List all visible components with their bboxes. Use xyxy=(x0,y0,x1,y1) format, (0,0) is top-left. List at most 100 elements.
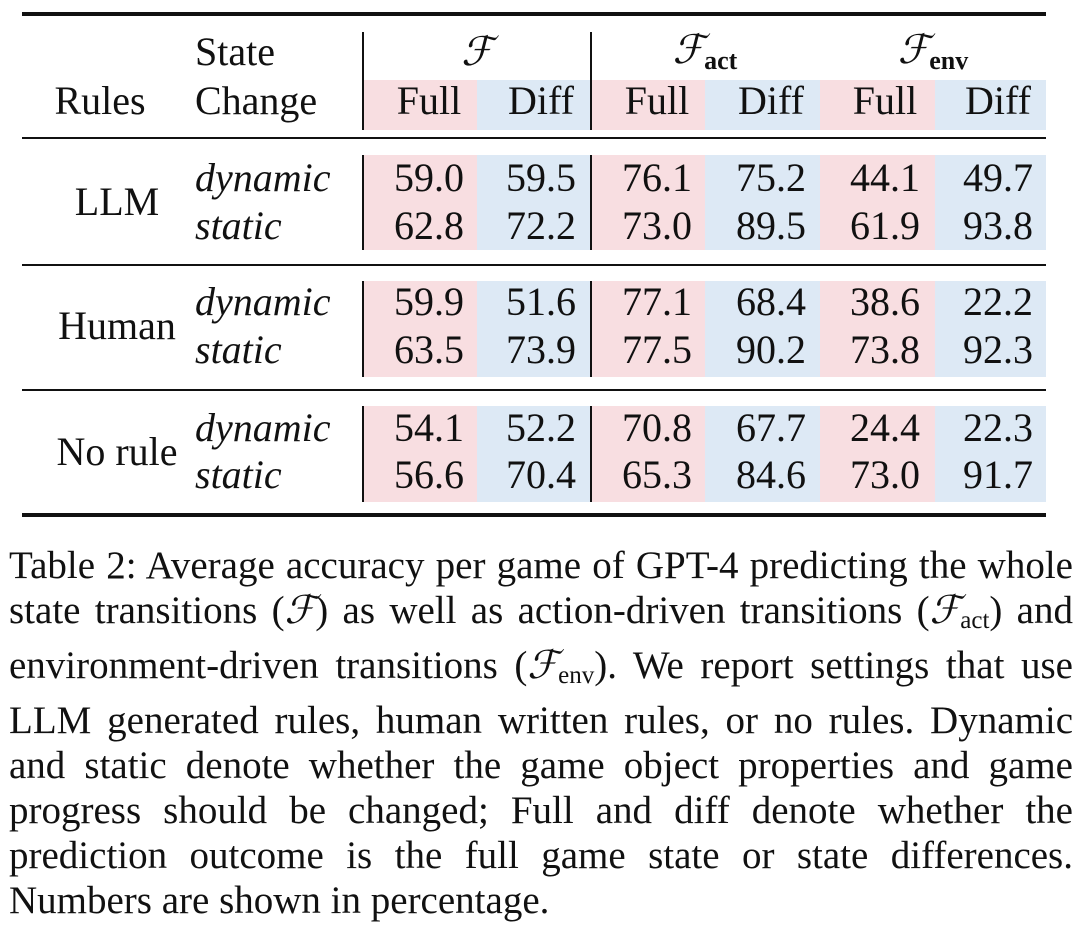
caption-text: ). We report settings that use LLM gener… xyxy=(9,644,1073,922)
vertical-rule xyxy=(590,155,592,250)
column-shade xyxy=(591,155,705,250)
group-header: ℱact xyxy=(673,30,738,74)
caption-text: Average accuracy per game of GPT-4 predi… xyxy=(9,544,1073,632)
cell-value: 63.5 xyxy=(394,327,464,372)
column-shade xyxy=(935,406,1046,502)
column-shade xyxy=(591,80,705,130)
cell-value: 52.2 xyxy=(506,405,576,450)
group-subscript: env xyxy=(929,46,969,75)
cell-value: 49.7 xyxy=(963,155,1033,200)
caption: Table 2: Average accuracy per game of GP… xyxy=(9,543,1073,923)
column-shade xyxy=(591,281,705,377)
cell-value: 93.8 xyxy=(963,203,1033,248)
cell-value: 54.1 xyxy=(394,405,464,450)
rule-name: No rule xyxy=(56,428,178,474)
cell-value: 89.5 xyxy=(736,203,806,248)
cell-value: 84.6 xyxy=(736,452,806,497)
column-shade xyxy=(935,281,1046,377)
mid-rule xyxy=(22,137,1046,139)
column-shade xyxy=(362,155,477,250)
rule-name: Human xyxy=(58,303,176,348)
vertical-rule xyxy=(362,281,364,377)
cell-value: 59.0 xyxy=(394,155,464,200)
subcolumn-header: Diff xyxy=(738,78,804,123)
top-rule xyxy=(22,12,1046,16)
group-header: ℱenv xyxy=(898,30,968,74)
vertical-rule xyxy=(362,32,364,130)
column-shade xyxy=(705,281,820,377)
rule-name: LLM xyxy=(74,179,160,224)
cell-value: 68.4 xyxy=(736,279,806,324)
subcolumn-header: Full xyxy=(852,78,918,123)
cell-value: 70.4 xyxy=(506,452,576,497)
caption-text: ℱ xyxy=(929,589,961,632)
cell-value: 51.6 xyxy=(506,279,576,324)
header-rules: Rules xyxy=(54,78,146,123)
cell-value: 44.1 xyxy=(850,155,920,200)
cell-value: 76.1 xyxy=(622,155,692,200)
cell-value: 22.2 xyxy=(963,279,1033,324)
cell-value: 38.6 xyxy=(850,279,920,324)
cell-value: 77.5 xyxy=(622,327,692,372)
caption-text: ) and environment-driven transitions ( xyxy=(9,589,1073,687)
cell-value: 75.2 xyxy=(736,155,806,200)
column-shade xyxy=(477,281,591,377)
header-state: State xyxy=(195,29,275,74)
subcolumn-header: Diff xyxy=(508,78,574,123)
column-shade xyxy=(362,281,477,377)
cell-value: 56.6 xyxy=(394,452,464,497)
vertical-rule xyxy=(362,406,364,502)
caption-text: ℱ xyxy=(284,589,316,632)
column-shade xyxy=(362,406,477,502)
subcolumn-header: Full xyxy=(624,78,690,123)
column-shade xyxy=(477,80,591,130)
mid-rule xyxy=(22,264,1046,266)
cell-value: 65.3 xyxy=(622,452,692,497)
cell-value: 72.2 xyxy=(506,203,576,248)
cell-value: 62.8 xyxy=(394,203,464,248)
column-shade xyxy=(820,281,935,377)
cell-value: 90.2 xyxy=(736,327,806,372)
vertical-rule xyxy=(590,281,592,377)
column-shade xyxy=(705,80,820,130)
state-change: static xyxy=(195,327,282,372)
caption-text: ) as well as action-driven transitions ( xyxy=(315,589,930,632)
mid-rule xyxy=(22,389,1046,391)
cell-value: 73.0 xyxy=(850,452,920,497)
column-shade xyxy=(820,155,935,250)
cell-value: 59.9 xyxy=(394,279,464,324)
caption-subscript: env xyxy=(558,662,595,689)
column-shade xyxy=(705,155,820,250)
column-shade xyxy=(935,80,1046,130)
column-shade xyxy=(477,155,591,250)
column-shade xyxy=(820,80,935,130)
caption-text: ℱ xyxy=(527,644,559,687)
cell-value: 73.8 xyxy=(850,327,920,372)
group-symbol: ℱ xyxy=(897,27,930,72)
vertical-rule xyxy=(362,155,364,250)
state-change: static xyxy=(195,203,282,248)
state-change: dynamic xyxy=(195,279,331,324)
subcolumn-header: Diff xyxy=(965,78,1031,123)
cell-value: 73.9 xyxy=(506,327,576,372)
cell-value: 91.7 xyxy=(963,452,1033,497)
group-header: ℱ xyxy=(461,32,492,72)
cell-value: 70.8 xyxy=(622,405,692,450)
state-change: dynamic xyxy=(195,405,331,450)
bottom-rule xyxy=(22,513,1046,517)
cell-value: 24.4 xyxy=(850,405,920,450)
column-shade xyxy=(705,406,820,502)
cell-value: 59.5 xyxy=(506,155,576,200)
cell-value: 67.7 xyxy=(736,405,806,450)
column-shade xyxy=(935,155,1046,250)
header-change: Change xyxy=(195,78,318,123)
column-shade xyxy=(362,80,477,130)
cell-value: 73.0 xyxy=(622,203,692,248)
group-symbol: ℱ xyxy=(461,29,493,74)
state-change: dynamic xyxy=(195,155,331,200)
caption-subscript: act xyxy=(960,607,990,634)
cell-value: 77.1 xyxy=(622,279,692,324)
group-symbol: ℱ xyxy=(672,27,705,72)
cell-value: 92.3 xyxy=(963,327,1033,372)
